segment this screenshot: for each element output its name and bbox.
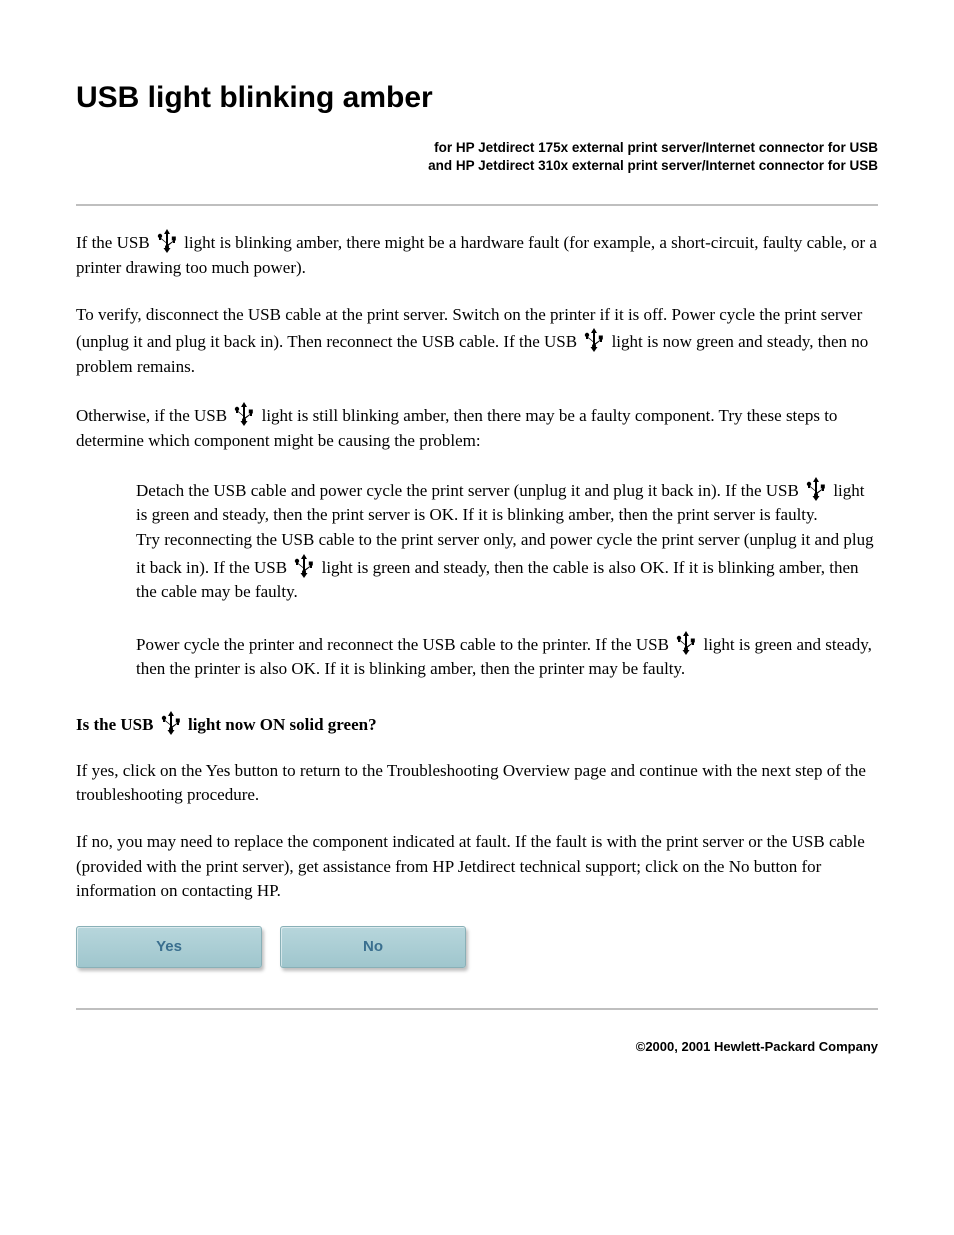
text-segment: Detach the USB cable and power cycle the… [136, 481, 803, 500]
yes-button[interactable]: Yes [76, 926, 262, 968]
page-subtitle: for HP Jetdirect 175x external print ser… [76, 139, 878, 177]
usb-icon [581, 327, 607, 353]
usb-icon [803, 476, 829, 502]
paragraph-intro: If the USB light is blinking amber, ther… [76, 228, 878, 280]
usb-icon [154, 228, 180, 254]
text-segment: Otherwise, if the USB [76, 406, 231, 425]
paragraph-otherwise: Otherwise, if the USB light is still bli… [76, 401, 878, 453]
text-segment: Power cycle the printer and reconnect th… [136, 635, 673, 654]
page-title: USB light blinking amber [76, 78, 878, 119]
paragraph-if-no: If no, you may need to replace the compo… [76, 830, 878, 904]
text-segment: light now ON solid green? [184, 715, 377, 734]
question-heading: Is the USB light now ON solid green? [76, 710, 878, 737]
subtitle-line-1: for HP Jetdirect 175x external print ser… [434, 140, 878, 155]
text-segment: If the USB [76, 233, 154, 252]
paragraph-verify: To verify, disconnect the USB cable at t… [76, 303, 878, 380]
divider-bottom [76, 1008, 878, 1010]
usb-icon [291, 553, 317, 579]
usb-icon [673, 630, 699, 656]
button-row: Yes No [76, 926, 878, 968]
copyright-text: ©2000, 2001 Hewlett-Packard Company [76, 1038, 878, 1056]
usb-icon [158, 710, 184, 736]
text-segment: Is the USB [76, 715, 158, 734]
usb-icon [231, 401, 257, 427]
no-button[interactable]: No [280, 926, 466, 968]
subtitle-line-2: and HP Jetdirect 310x external print ser… [428, 158, 878, 173]
steps-block: Detach the USB cable and power cycle the… [136, 476, 878, 682]
paragraph-if-yes: If yes, click on the Yes button to retur… [76, 759, 878, 808]
divider-top [76, 204, 878, 206]
text-segment: light is blinking amber, there might be … [76, 233, 877, 277]
